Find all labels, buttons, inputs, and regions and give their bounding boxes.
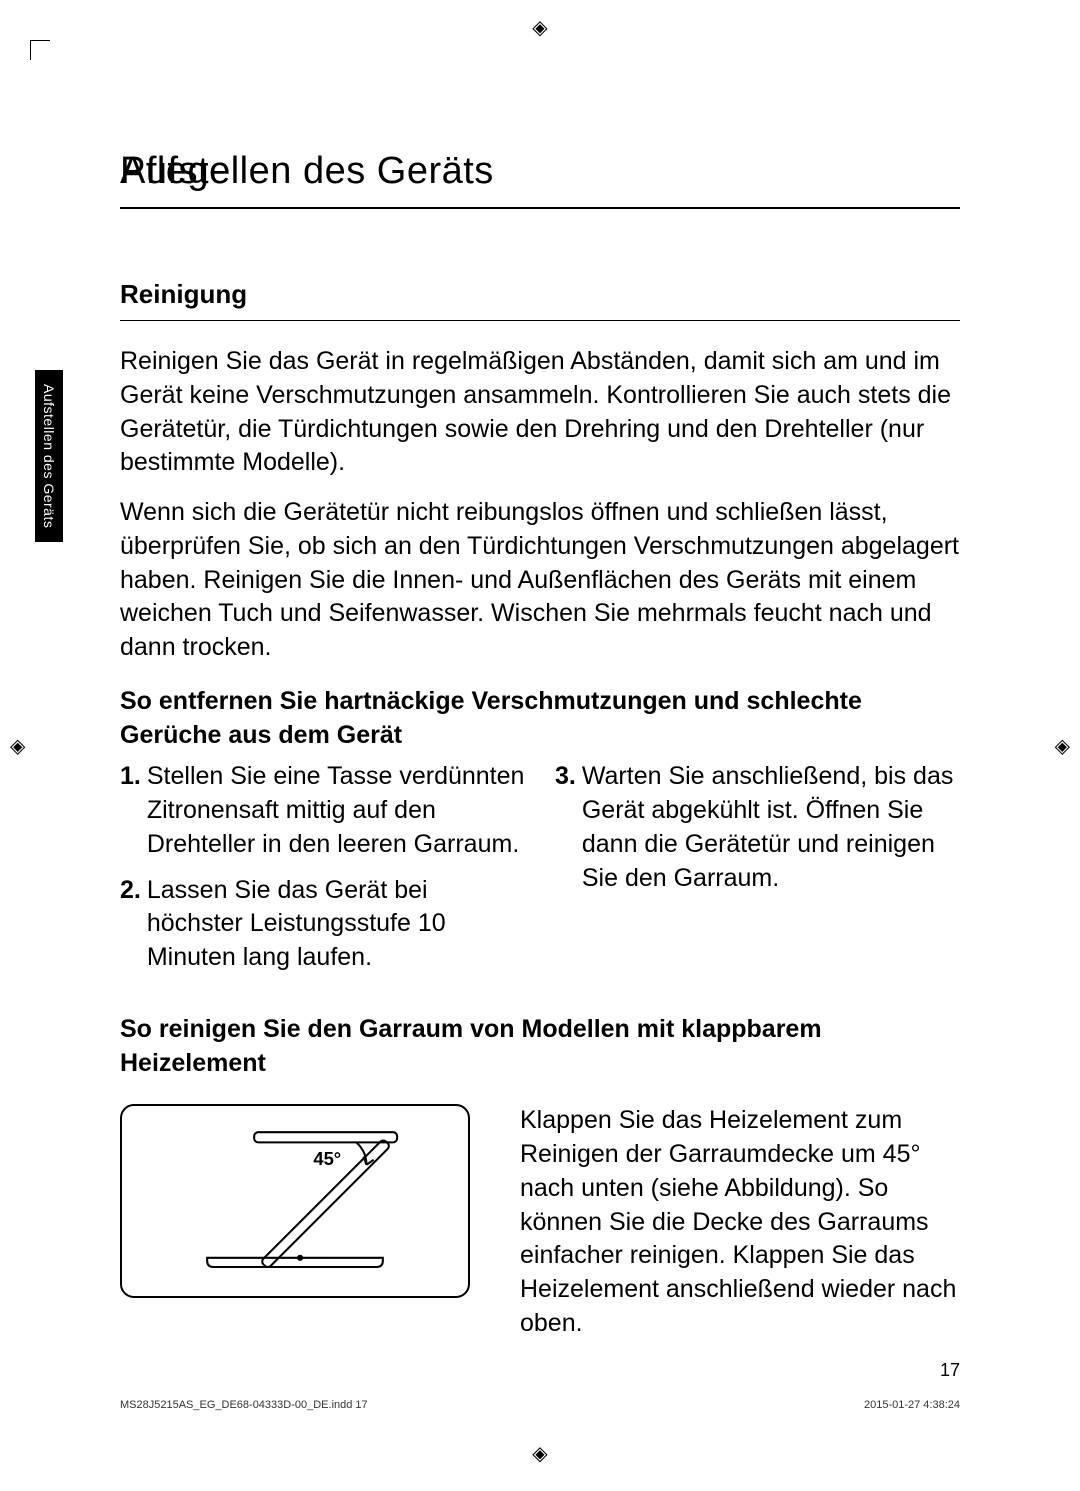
page-number: 17 xyxy=(940,1360,960,1381)
diagram-container: 45° xyxy=(120,1104,470,1298)
angle-label: 45° xyxy=(313,1148,341,1169)
diagram-row: 45° Klappen Sie das Heizelement zum Rein… xyxy=(120,1104,960,1340)
title-overlay-text: Pflege xyxy=(120,150,231,193)
steps-col-left: 1. Stellen Sie eine Tasse verdünnten Zit… xyxy=(120,760,525,987)
steps-col-right: 3. Warten Sie anschließend, bis das Gerä… xyxy=(555,760,960,987)
paragraph-1: Reinigen Sie das Gerät in regelmäßigen A… xyxy=(120,345,960,480)
step-text: Lassen Sie das Gerät bei höchster Leistu… xyxy=(147,874,525,975)
diagram-description: Klappen Sie das Heizelement zum Reinigen… xyxy=(520,1104,960,1340)
heating-element-diagram: 45° xyxy=(152,1124,438,1277)
step-number: 2. xyxy=(120,874,141,975)
registration-mark-right: ◈ xyxy=(1055,733,1070,758)
step-2: 2. Lassen Sie das Gerät bei höchster Lei… xyxy=(120,874,525,975)
diagram-frame: 45° xyxy=(120,1104,470,1298)
footer-filename: MS28J5215AS_EG_DE68-04333D-00_DE.indd 17 xyxy=(120,1399,368,1411)
paragraph-2: Wenn sich die Gerätetür nicht reibungslo… xyxy=(120,496,960,665)
registration-mark-top: ◈ xyxy=(532,15,547,40)
step-number: 3. xyxy=(555,760,576,895)
step-number: 1. xyxy=(120,760,141,861)
registration-mark-left: ◈ xyxy=(10,733,25,758)
crop-mark-top-left xyxy=(30,40,50,60)
section-heading-reinigung: Reinigung xyxy=(120,279,960,321)
step-3: 3. Warten Sie anschließend, bis das Gerä… xyxy=(555,760,960,895)
sub-heading-heating-element: So reinigen Sie den Garraum von Modellen… xyxy=(120,1013,960,1081)
title-wrapper: Aufstellen des Geräts Pflege xyxy=(120,150,960,209)
footer-timestamp: 2015-01-27 4:38:24 xyxy=(864,1399,960,1411)
sub-heading-remove-dirt: So entfernen Sie hartnäckige Verschmutzu… xyxy=(120,685,960,753)
side-tab-label: Aufstellen des Geräts xyxy=(35,370,63,542)
registration-mark-bottom: ◈ xyxy=(532,1441,547,1466)
step-1: 1. Stellen Sie eine Tasse verdünnten Zit… xyxy=(120,760,525,861)
steps-columns: 1. Stellen Sie eine Tasse verdünnten Zit… xyxy=(120,760,960,987)
step-text: Warten Sie anschließend, bis das Gerät a… xyxy=(582,760,960,895)
step-text: Stellen Sie eine Tasse verdünnten Zitron… xyxy=(147,760,525,861)
page-main-title: Aufstellen des Geräts Pflege xyxy=(120,150,494,193)
page-content: Aufstellen des Geräts Pflege Aufstellen … xyxy=(60,60,1020,1431)
